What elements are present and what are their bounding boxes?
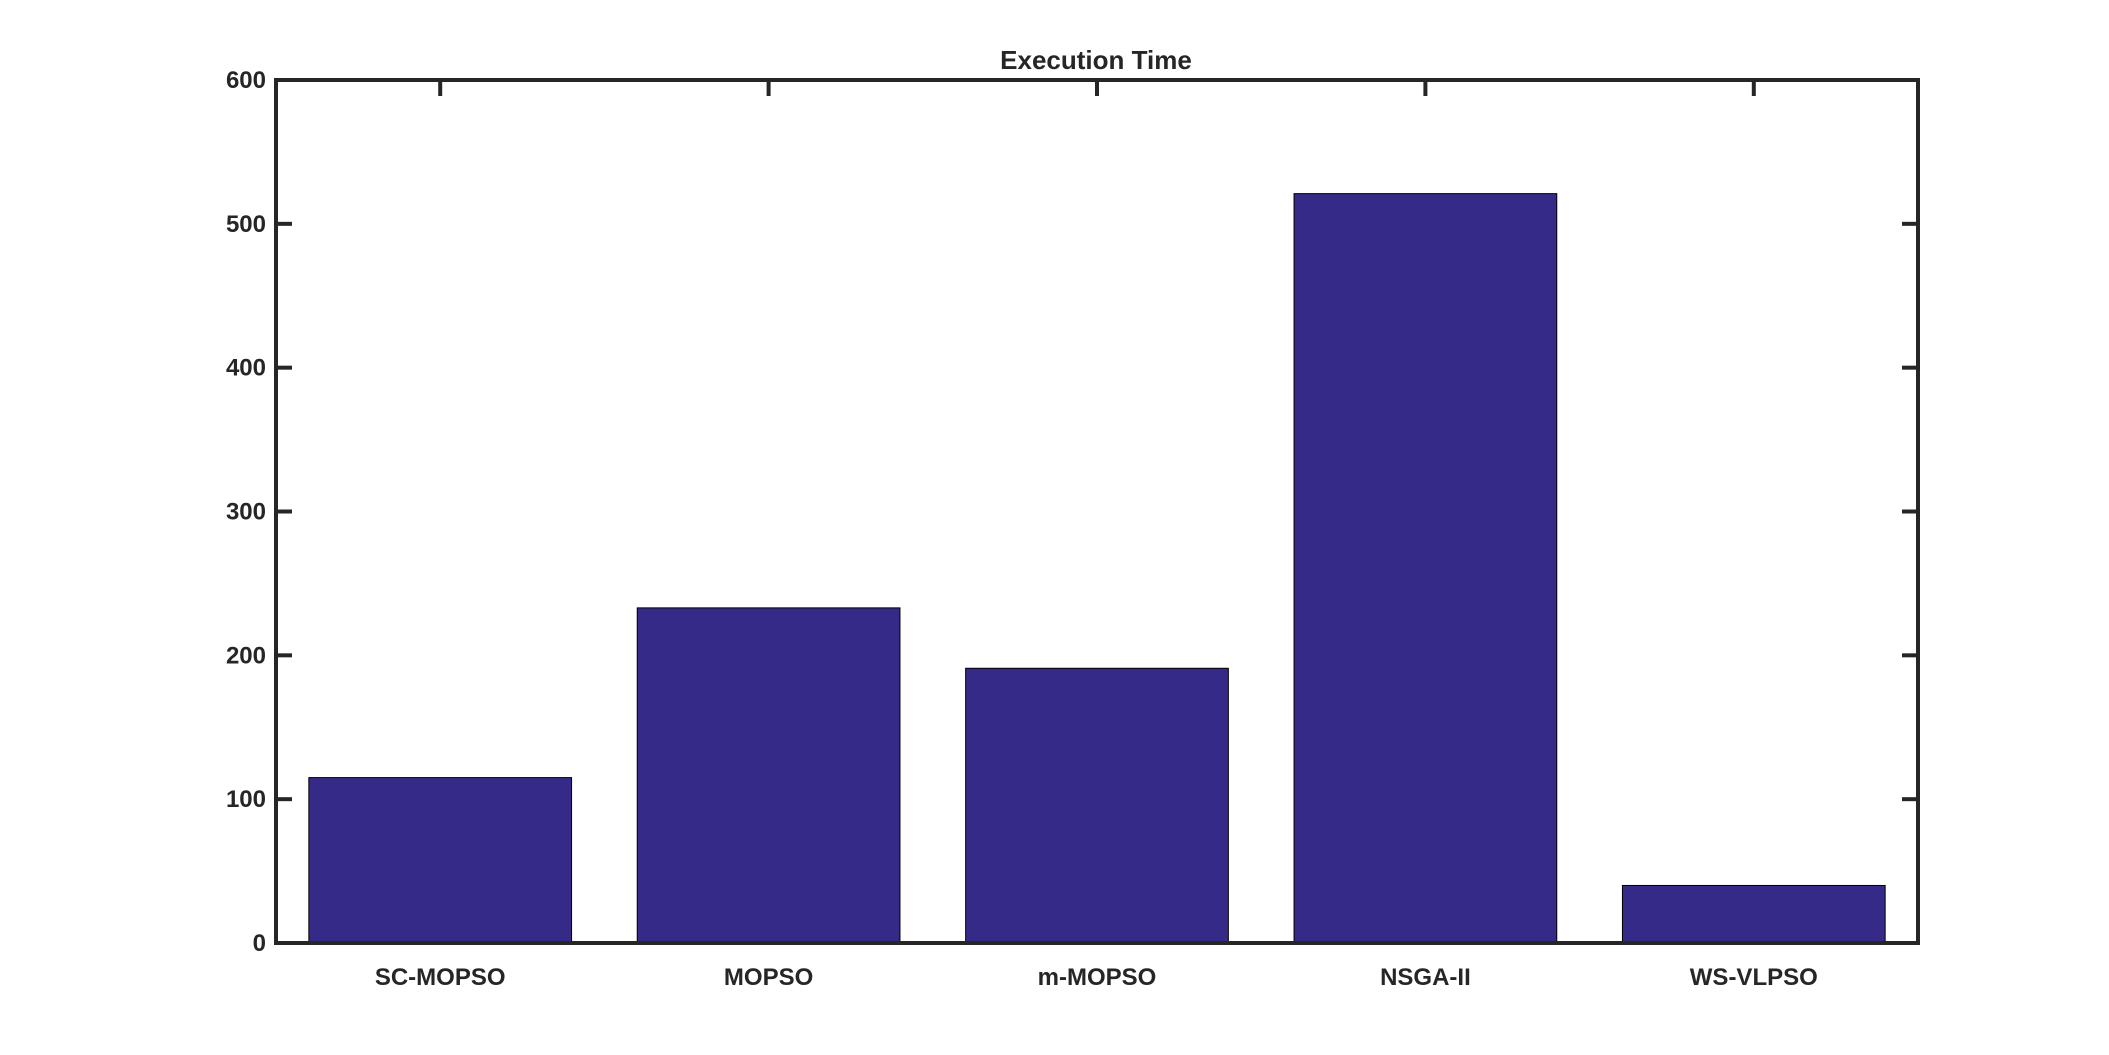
- chart-title: Execution Time: [1000, 45, 1192, 75]
- plot-frame: [274, 78, 1920, 945]
- x-tick-label: WS-VLPSO: [1690, 964, 1818, 991]
- y-tick-label: 300: [226, 499, 266, 526]
- x-tick-label: NSGA-II: [1380, 964, 1471, 991]
- bar-mopso: [636, 607, 901, 944]
- x-tick-label: MOPSO: [724, 964, 813, 991]
- y-tick-label: 400: [226, 355, 266, 382]
- y-tick-label: 100: [226, 786, 266, 813]
- x-tick-label: m-MOPSO: [1038, 964, 1157, 991]
- bar-sc-mopso: [308, 777, 573, 944]
- y-tick-label: 500: [226, 211, 266, 238]
- y-tick-label: 600: [226, 67, 266, 94]
- bar-nsga-ii: [1293, 193, 1558, 944]
- x-tick-label: SC-MOPSO: [375, 964, 506, 991]
- bars-layer: [308, 193, 1886, 944]
- bar-ws-vlpso: [1621, 884, 1886, 944]
- bar-m-mopso: [965, 667, 1229, 944]
- labels-layer: SC-MOPSO MOPSO m-MOPSO NSGA-II WS-VLPSO 0 100 2…: [226, 67, 1818, 991]
- y-tick-label: 0: [253, 930, 266, 957]
- y-tick-label: 200: [226, 642, 266, 669]
